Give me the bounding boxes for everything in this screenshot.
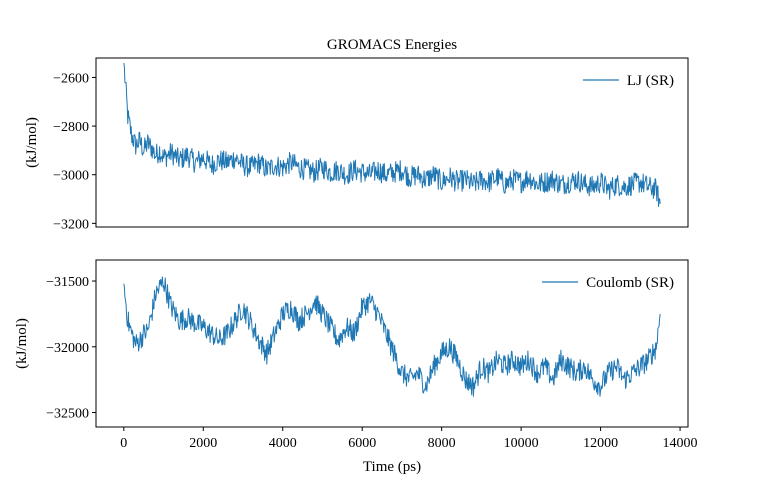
lj-sr-panel: −2600 −2800 −3000 −3200 (kJ/mol) LJ (SR) xyxy=(24,57,689,232)
x-axis-label: Time (ps) xyxy=(363,459,421,475)
series-line xyxy=(123,62,661,207)
y-tick-label: −2800 xyxy=(53,120,89,135)
legend: Coulomb (SR) xyxy=(542,275,674,291)
x-tick-label: 6000 xyxy=(348,436,376,451)
axes-frame xyxy=(95,57,689,228)
x-tick-label: 2000 xyxy=(189,436,217,451)
y-axis-label: (kJ/mol) xyxy=(14,318,30,369)
y-tick-label: −31500 xyxy=(46,275,89,290)
x-tick-label: 10000 xyxy=(504,436,539,451)
legend-label: Coulomb (SR) xyxy=(586,275,674,291)
coulomb-sr-panel: −31500 −32000 −32500 0 2000 4000 6000 8000 10000… xyxy=(14,259,698,475)
x-tick-label: 8000 xyxy=(428,436,456,451)
x-tick-label: 4000 xyxy=(269,436,297,451)
y-tick-label: −3000 xyxy=(53,169,89,184)
x-tick-label: 0 xyxy=(120,436,127,451)
legend-label: LJ (SR) xyxy=(627,73,674,89)
y-tick-label: −3200 xyxy=(53,217,89,232)
legend: LJ (SR) xyxy=(582,73,674,89)
x-tick-label: 12000 xyxy=(583,436,618,451)
y-tick-label: −32500 xyxy=(46,407,89,422)
x-tick-label: 14000 xyxy=(663,436,698,451)
series-line xyxy=(123,276,661,397)
y-tick-label: −2600 xyxy=(53,71,89,86)
y-axis-label: (kJ/mol) xyxy=(24,117,40,168)
axes-frame xyxy=(95,259,689,428)
chart-title: GROMACS Energies xyxy=(327,37,457,53)
y-tick-label: −32000 xyxy=(46,341,89,356)
